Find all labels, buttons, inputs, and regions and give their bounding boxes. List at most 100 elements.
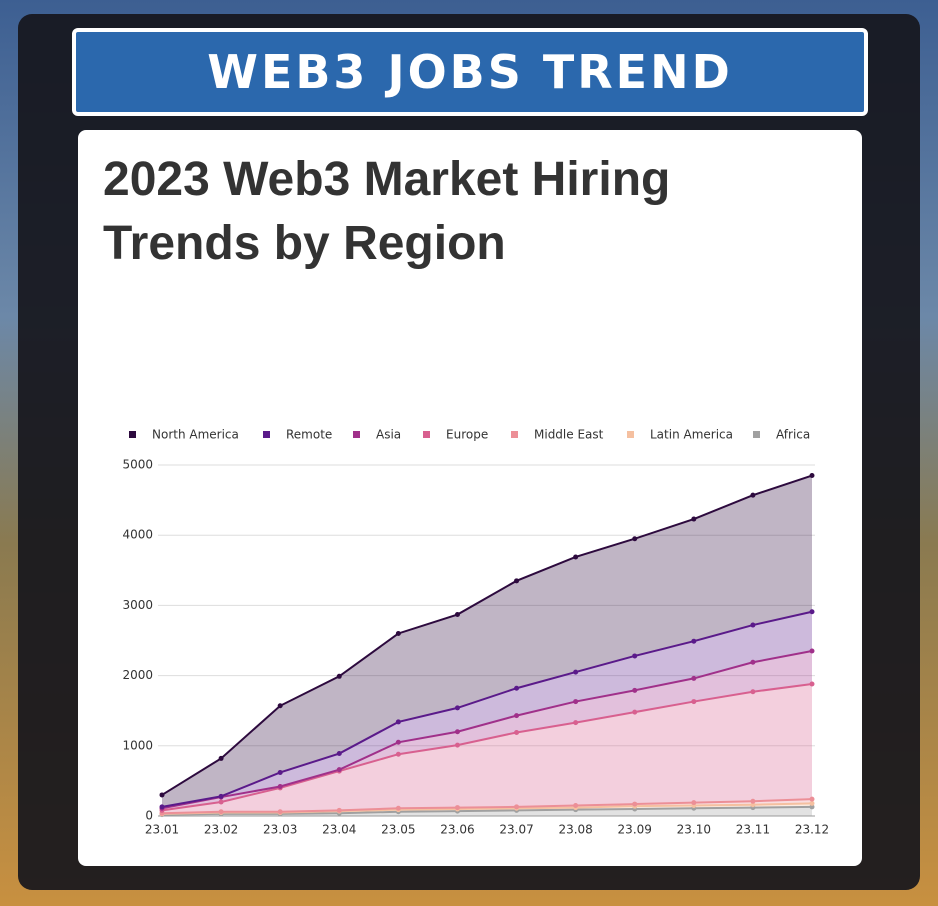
data-point xyxy=(632,709,638,715)
legend-marker xyxy=(353,431,360,438)
data-point xyxy=(514,578,520,584)
data-point xyxy=(218,755,224,761)
legend-marker xyxy=(263,431,270,438)
data-point xyxy=(809,681,815,687)
series-line xyxy=(161,683,813,812)
data-point xyxy=(691,699,697,705)
legend-marker xyxy=(511,431,518,438)
legend-marker xyxy=(753,431,760,438)
area-fill xyxy=(162,475,812,807)
x-tick-label: 23.09 xyxy=(618,823,652,837)
y-tick-label: 3000 xyxy=(122,598,153,612)
x-tick-label: 23.01 xyxy=(145,823,179,837)
data-point xyxy=(750,802,756,808)
x-tick-label: 23.08 xyxy=(558,823,592,837)
data-point xyxy=(395,739,401,745)
x-tick-label: 23.12 xyxy=(795,823,829,837)
data-point xyxy=(277,703,283,709)
series-line xyxy=(161,610,813,808)
data-point xyxy=(573,554,579,560)
area-fill xyxy=(162,651,812,811)
data-point xyxy=(277,809,283,815)
data-point xyxy=(395,630,401,636)
x-tick-label: 23.06 xyxy=(440,823,474,837)
data-point xyxy=(277,769,283,775)
data-point xyxy=(750,659,756,665)
data-point xyxy=(514,729,520,735)
legend-label: Latin America xyxy=(650,428,733,442)
data-point xyxy=(454,742,460,748)
data-point xyxy=(514,804,520,810)
data-point xyxy=(632,653,638,659)
data-point xyxy=(159,804,165,810)
data-point xyxy=(750,622,756,628)
data-point xyxy=(336,673,342,679)
data-point xyxy=(809,796,815,802)
x-tick-label: 23.05 xyxy=(381,823,415,837)
data-point xyxy=(218,799,224,805)
data-point xyxy=(573,669,579,675)
data-point xyxy=(632,801,638,807)
chart-title: 2023 Web3 Market Hiring Trends by Region xyxy=(103,153,671,270)
data-point xyxy=(809,648,815,654)
data-point xyxy=(809,800,815,806)
x-tick-label: 23.02 xyxy=(204,823,238,837)
data-point xyxy=(395,805,401,811)
data-point xyxy=(336,807,342,813)
data-point xyxy=(691,675,697,681)
data-point xyxy=(809,804,815,810)
data-point xyxy=(514,713,520,719)
data-point xyxy=(336,751,342,757)
data-point xyxy=(395,751,401,757)
data-point xyxy=(454,705,460,711)
series-line xyxy=(161,650,813,810)
data-point xyxy=(750,492,756,498)
data-point xyxy=(573,720,579,726)
series-line xyxy=(161,798,813,815)
data-point xyxy=(691,800,697,806)
legend-label: North America xyxy=(152,428,239,442)
data-point xyxy=(632,536,638,542)
data-point xyxy=(514,685,520,691)
legend-marker xyxy=(423,431,430,438)
data-point xyxy=(454,805,460,811)
legend-label: Middle East xyxy=(534,428,604,442)
series-line xyxy=(161,805,813,816)
series-line xyxy=(161,474,813,796)
data-point xyxy=(336,767,342,773)
legend-label: Asia xyxy=(376,428,401,442)
y-tick-label: 0 xyxy=(145,809,153,823)
x-tick-label: 23.04 xyxy=(322,823,356,837)
data-point xyxy=(218,809,224,815)
data-point xyxy=(750,798,756,804)
data-point xyxy=(632,687,638,693)
x-tick-label: 23.03 xyxy=(263,823,297,837)
y-tick-label: 5000 xyxy=(122,458,153,472)
data-point xyxy=(454,729,460,735)
y-tick-label: 4000 xyxy=(122,528,153,542)
data-point xyxy=(750,689,756,695)
data-point xyxy=(691,516,697,522)
data-point xyxy=(454,612,460,618)
legend-label: Remote xyxy=(286,428,332,442)
y-tick-label: 2000 xyxy=(122,668,153,682)
data-point xyxy=(573,699,579,705)
data-point xyxy=(277,784,283,790)
data-point xyxy=(809,473,815,479)
data-point xyxy=(809,609,815,615)
data-point xyxy=(159,792,165,798)
banner-title: WEB3 JOBS TREND xyxy=(72,28,868,116)
y-tick-label: 1000 xyxy=(122,738,153,752)
legend-label: Africa xyxy=(776,428,810,442)
data-point xyxy=(691,638,697,644)
legend-marker xyxy=(627,431,634,438)
legend-label: Europe xyxy=(446,428,488,442)
x-tick-label: 23.07 xyxy=(499,823,533,837)
x-tick-label: 23.11 xyxy=(736,823,770,837)
x-tick-label: 23.10 xyxy=(677,823,711,837)
data-point xyxy=(218,793,224,799)
data-point xyxy=(395,719,401,725)
legend-marker xyxy=(129,431,136,438)
